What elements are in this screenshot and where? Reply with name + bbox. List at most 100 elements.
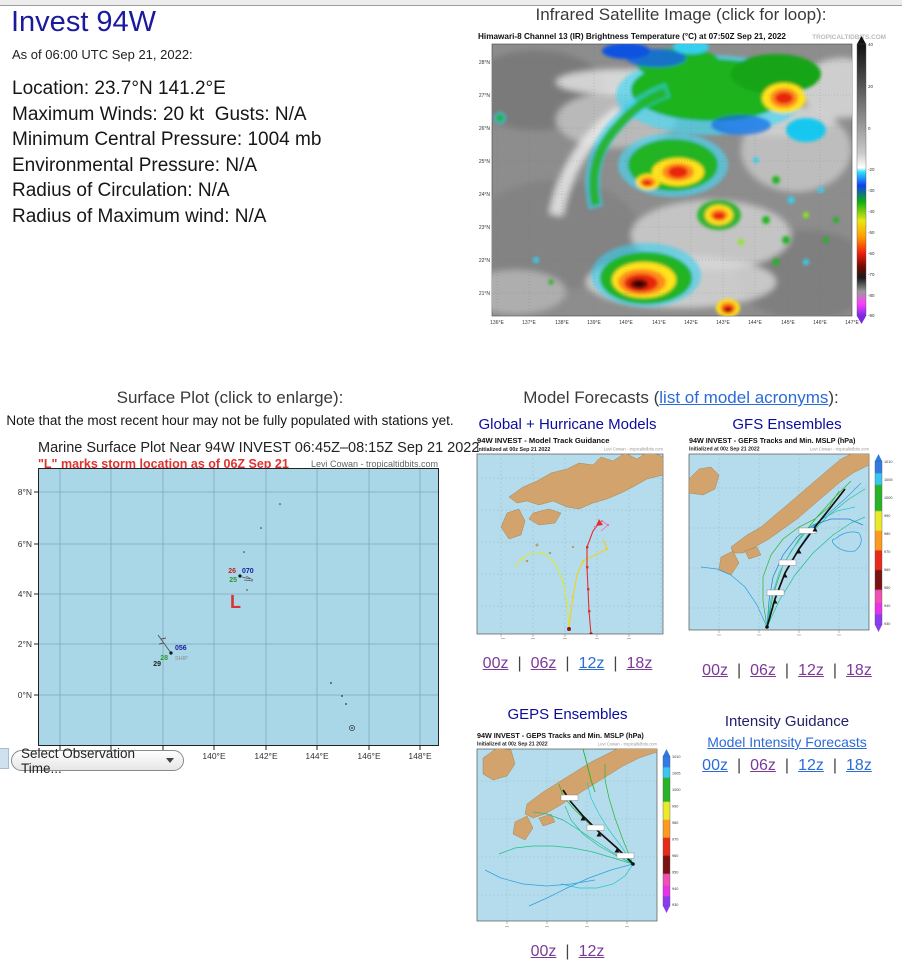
svg-text:141°E: 141°E (652, 320, 666, 326)
separator: | (736, 662, 742, 679)
time-link-12z[interactable]: 12z (798, 757, 824, 774)
surface-plot-title: Marine Surface Plot Near 94W INVEST 06:4… (38, 440, 480, 456)
svg-text:1010: 1010 (884, 460, 892, 464)
satellite-lat-axis: 28°N 27°N 26°N 25°N 24°N 23°N 22°N 21°N (479, 60, 491, 297)
time-link-06z[interactable]: 06z (750, 757, 776, 774)
svg-text:930: 930 (884, 622, 890, 626)
time-link-00z[interactable]: 00z (530, 943, 557, 960)
svg-text:970: 970 (672, 838, 678, 842)
top-nav-edge (0, 0, 902, 6)
satellite-grid (492, 44, 852, 316)
svg-text:26: 26 (228, 568, 236, 575)
station-obs-2[interactable]: 056 28 SHIP 29 (153, 634, 188, 668)
svg-text:980: 980 (672, 821, 678, 825)
time-link-00z[interactable]: 00z (702, 662, 728, 679)
satellite-lon-axis: 136°E 137°E 138°E 139°E 140°E 141°E 142°E 14… (490, 320, 859, 326)
svg-text:990: 990 (884, 514, 890, 518)
svg-text:950: 950 (884, 586, 890, 590)
storm-radius-circulation: Radius of Circulation: N/A (12, 180, 230, 201)
time-link-18z[interactable]: 18z (846, 662, 872, 679)
svg-text:1005: 1005 (672, 772, 680, 776)
svg-text:40: 40 (868, 42, 874, 47)
svg-text:20°N: 20°N (18, 690, 32, 700)
time-link-06z[interactable]: 06z (750, 662, 776, 679)
storm-L-marker: L (230, 592, 241, 612)
model-forecasts-title-prefix: Model Forecasts ( (523, 388, 660, 407)
svg-text:930: 930 (672, 903, 678, 907)
svg-text:22°N: 22°N (18, 639, 32, 649)
svg-text:1000: 1000 (672, 788, 680, 792)
panel3-credit: Levi Cowan - tropicaltidbits.com (598, 742, 658, 747)
model-track-guidance-panel[interactable]: 94W INVEST - Model Track Guidance Initia… (475, 435, 665, 645)
geps-ensembles-panel[interactable]: 94W INVEST - GEPS Tracks and Min. MSLP (… (475, 730, 690, 938)
separator: | (613, 655, 618, 672)
model-acronyms-link[interactable]: list of model acronyms (659, 388, 829, 407)
satellite-image[interactable]: Himawari-8 Channel 13 (IR) Brightness Te… (476, 30, 888, 340)
time-link-00z[interactable]: 00z (482, 655, 509, 672)
panel3-time-links: 00z | 12z (460, 943, 675, 961)
svg-text:29: 29 (153, 661, 161, 668)
gfs-ensembles-header: GFS Ensembles (732, 416, 842, 433)
svg-text:940: 940 (672, 887, 678, 891)
svg-text:28: 28 (160, 655, 168, 662)
time-link-12z[interactable]: 12z (578, 943, 605, 960)
surface-plot-map[interactable]: 28°N26°N 24°N22°N 20°N 134°E136°E 138°E1… (18, 468, 442, 762)
model-forecasts-title: Model Forecasts (list of model acronyms)… (460, 388, 902, 408)
svg-text:24°N: 24°N (479, 192, 491, 198)
wind-barb (241, 575, 254, 582)
storm-min-pressure: Minimum Central Pressure: 1004 mb (12, 129, 322, 150)
svg-text:940: 940 (884, 604, 890, 608)
model-forecasts-title-suffix: ): (828, 388, 839, 407)
svg-text:20: 20 (868, 84, 874, 89)
time-link-18z[interactable]: 18z (626, 655, 653, 672)
satellite-cloud-art (492, 44, 852, 316)
panel2-colorbar: 1010 1005 1000 990 980 970 960 950 940 930 (874, 454, 892, 632)
svg-text:146°E: 146°E (813, 320, 827, 326)
gefs-ensembles-panel[interactable]: 94W INVEST - GEFS Tracks and Min. MSLP (… (687, 435, 902, 650)
panel2-time-links: 00z | 06z | 12z | 18z (672, 662, 902, 680)
svg-text:144°E: 144°E (748, 320, 762, 326)
observation-time-select[interactable]: Select Observation Time... (11, 746, 184, 776)
svg-text:28°N: 28°N (479, 60, 491, 66)
panel1-init: Initialized at 00z Sep 21 2022 (477, 447, 550, 453)
station-obs-1[interactable]: 26 070 25 (228, 551, 254, 591)
svg-text:-80: -80 (868, 293, 875, 298)
surface-plot-note: Note that the most recent hour may not b… (6, 413, 454, 428)
time-link-06z[interactable]: 06z (530, 655, 557, 672)
intensity-time-links: 00z | 06z | 12z | 18z (672, 757, 902, 775)
panel3-axis-ticks (505, 921, 629, 927)
time-link-00z[interactable]: 00z (702, 757, 728, 774)
chevron-down-icon (166, 758, 174, 763)
separator: | (832, 757, 838, 774)
panel1-map-art (477, 454, 663, 634)
svg-text:21°N: 21°N (479, 291, 491, 297)
edge-artifact (0, 748, 9, 769)
svg-text:-70: -70 (868, 272, 875, 277)
svg-text:24°N: 24°N (18, 589, 32, 599)
as-of-timestamp: As of 06:00 UTC Sep 21, 2022: (12, 47, 193, 62)
panel3-map-art (477, 749, 657, 921)
svg-text:148°E: 148°E (408, 751, 432, 761)
model-intensity-forecasts-link[interactable]: Model Intensity Forecasts (707, 734, 867, 750)
svg-text:SHIP: SHIP (175, 656, 188, 662)
svg-text:143°E: 143°E (716, 320, 730, 326)
panel1-credit: Levi Cowan - tropicaltidbits.com (604, 447, 664, 452)
separator: | (784, 757, 790, 774)
scattered-obs-dots (260, 503, 355, 731)
svg-text:980: 980 (884, 532, 890, 536)
svg-text:-50: -50 (868, 230, 875, 235)
separator: | (736, 757, 742, 774)
svg-text:-40: -40 (868, 209, 875, 214)
svg-text:1000: 1000 (884, 496, 892, 500)
time-link-12z[interactable]: 12z (798, 662, 824, 679)
svg-text:25: 25 (229, 577, 237, 584)
time-link-12z[interactable]: 12z (578, 655, 605, 672)
svg-text:1010: 1010 (672, 755, 680, 759)
svg-text:28°N: 28°N (18, 487, 32, 497)
intensity-link-wrap: Model Intensity Forecasts (672, 734, 902, 750)
time-link-18z[interactable]: 18z (846, 757, 872, 774)
separator: | (565, 943, 570, 960)
surface-plot-credit: Levi Cowan - tropicaltidbits.com (310, 459, 438, 469)
panel3-colorbar: 1010 1005 1000 990 980 970 960 950 940 930 (662, 749, 680, 913)
wind-barb (157, 634, 172, 654)
